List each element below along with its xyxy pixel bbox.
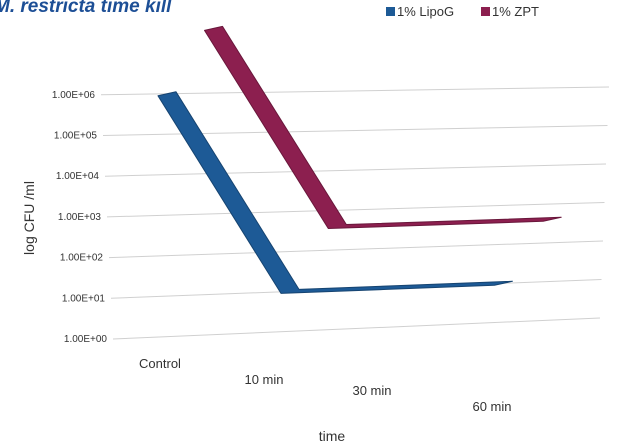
x-tick-label: 60 min bbox=[472, 399, 511, 414]
gridline-3 bbox=[106, 202, 605, 218]
x-tick-label: 10 min bbox=[244, 372, 283, 387]
x-tick-label: Control bbox=[139, 356, 181, 371]
series-1-lipog bbox=[157, 91, 513, 294]
legend-swatch bbox=[386, 7, 395, 16]
y-axis-label: log CFU /ml bbox=[21, 181, 37, 255]
y-tick-label: 1.00E+06 bbox=[52, 90, 96, 101]
x-tick-label: 30 min bbox=[352, 383, 391, 398]
gridline-0 bbox=[112, 317, 601, 340]
chart-title: M. restricta time kill bbox=[0, 0, 172, 17]
y-axis-ticks: 1.00E+00 1.00E+01 1.00E+02 1.00E+03 1.00E+04… bbox=[52, 90, 108, 345]
legend-label: 1% LipoG bbox=[397, 4, 454, 19]
y-tick-label: 1.00E+05 bbox=[54, 131, 98, 142]
legend-item-1-zpt: 1% ZPT bbox=[481, 4, 539, 19]
gridline-6 bbox=[100, 86, 610, 96]
gridline-2 bbox=[108, 240, 604, 259]
series-1-zpt bbox=[204, 25, 562, 229]
x-axis-ticks: Control 10 min 30 min 60 min bbox=[139, 356, 511, 414]
y-tick-label: 1.00E+04 bbox=[56, 171, 100, 182]
legend-label: 1% ZPT bbox=[492, 4, 539, 19]
legend: 1% LipoG 1% ZPT bbox=[386, 4, 539, 19]
series-ribbons bbox=[157, 25, 562, 294]
series-ribbon bbox=[157, 91, 513, 294]
y-tick-label: 1.00E+03 bbox=[58, 212, 102, 223]
legend-swatch bbox=[481, 7, 490, 16]
y-tick-label: 1.00E+01 bbox=[62, 293, 106, 304]
series-ribbon bbox=[204, 25, 562, 229]
gridline-4 bbox=[104, 163, 607, 177]
y-tick-label: 1.00E+00 bbox=[64, 334, 108, 345]
y-tick-label: 1.00E+02 bbox=[60, 253, 104, 264]
legend-item-1-lipog: 1% LipoG bbox=[386, 4, 454, 19]
x-axis-label: time bbox=[319, 428, 346, 444]
